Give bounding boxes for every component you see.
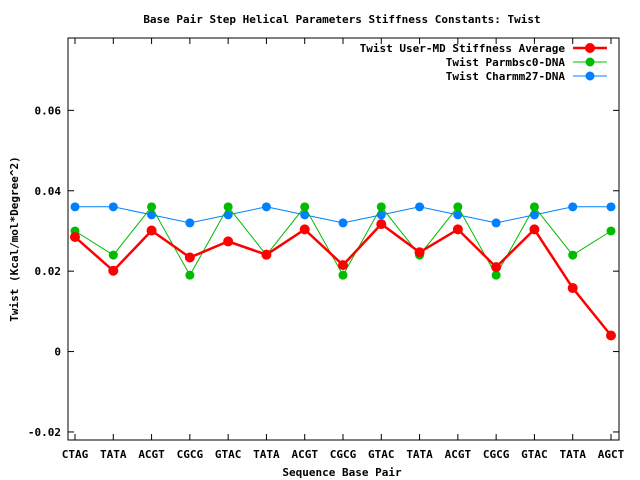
y-tick-label: -0.02: [28, 426, 61, 439]
data-point: [299, 224, 310, 235]
x-axis: CTAG TATA ACGT CGCG GTAC TATA ACGT CGCG GTAC TATA…: [62, 38, 625, 461]
y-tick-label: 0: [54, 346, 61, 359]
x-tick-label: GTAC: [521, 448, 548, 461]
x-tick-label: ACGT: [445, 448, 472, 461]
x-tick-label: CGCG: [177, 448, 204, 461]
series-line: [74, 222, 612, 337]
x-tick-label: ACGT: [138, 448, 165, 461]
data-point: [453, 210, 463, 220]
data-point: [606, 330, 616, 341]
data-point: [185, 270, 195, 280]
legend-marker: [585, 43, 595, 53]
data-point: [376, 219, 387, 230]
data-point: [261, 249, 272, 260]
y-axis-label: Twist (Kcal/mol*Degree^2): [8, 156, 21, 322]
data-point: [606, 226, 616, 236]
chart-title: Base Pair Step Helical Parameters Stiffn…: [143, 13, 540, 26]
data-point: [108, 250, 118, 260]
data-point: [70, 202, 80, 212]
y-tick-label: 0.06: [35, 104, 62, 117]
data-point: [147, 202, 157, 212]
data-point: [529, 224, 540, 235]
legend-label: Twist Charmm27-DNA: [446, 70, 566, 83]
y-tick-label: 0.02: [35, 265, 62, 278]
x-tick-label: TATA: [406, 448, 433, 461]
x-axis-label: Sequence Base Pair: [282, 466, 402, 479]
data-point: [453, 202, 463, 212]
data-point: [223, 202, 233, 212]
data-point: [300, 202, 310, 212]
data-point: [529, 202, 539, 212]
series-layer: [70, 202, 616, 341]
x-tick-label: TATA: [100, 448, 127, 461]
data-point: [147, 210, 157, 220]
data-point: [108, 265, 119, 276]
series-2: [70, 202, 616, 228]
data-point: [491, 218, 501, 228]
data-point: [376, 202, 386, 212]
series-0: [70, 219, 616, 341]
data-point: [491, 262, 502, 273]
x-tick-label: TATA: [559, 448, 586, 461]
x-tick-label: CGCG: [330, 448, 357, 461]
plot-frame: [67, 37, 620, 441]
data-point: [185, 218, 195, 228]
x-tick-label: TATA: [253, 448, 280, 461]
legend-label: Twist Parmbsc0-DNA: [446, 56, 566, 69]
data-point: [338, 218, 348, 228]
data-point: [146, 225, 157, 236]
data-point: [568, 202, 578, 212]
data-point: [338, 270, 348, 280]
data-point: [606, 202, 616, 212]
data-point: [300, 210, 310, 220]
x-tick-label: ACGT: [291, 448, 318, 461]
y-axis: -0.02 0 0.02 0.04 0.06: [28, 104, 619, 439]
data-point: [529, 210, 539, 220]
data-point: [414, 247, 425, 258]
data-point: [223, 236, 234, 247]
data-point: [376, 210, 386, 220]
legend-marker: [585, 71, 595, 81]
x-tick-label: AGCT: [598, 448, 625, 461]
x-tick-label: GTAC: [215, 448, 242, 461]
data-point: [261, 202, 271, 212]
data-point: [567, 283, 578, 294]
data-point: [338, 260, 348, 271]
data-point: [491, 270, 501, 280]
y-tick-label: 0.04: [35, 185, 62, 198]
data-point: [184, 252, 195, 263]
legend-label: Twist User-MD Stiffness Average: [360, 42, 566, 55]
x-tick-label: CTAG: [62, 448, 89, 461]
data-point: [108, 202, 118, 212]
data-point: [415, 202, 425, 212]
data-point: [70, 231, 80, 242]
data-point: [223, 210, 233, 220]
data-point: [568, 250, 578, 260]
x-tick-label: CGCG: [483, 448, 510, 461]
x-tick-label: GTAC: [368, 448, 395, 461]
data-point: [452, 224, 463, 235]
legend-marker: [585, 57, 595, 67]
